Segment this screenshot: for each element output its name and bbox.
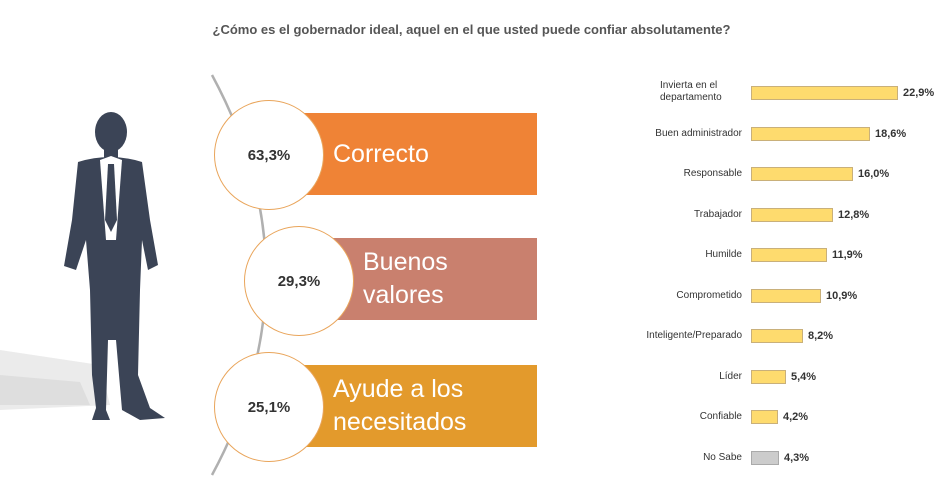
- bar-value-label: 12,8%: [838, 208, 870, 221]
- bar-category-label: Invierta en el departamento: [660, 80, 722, 103]
- bar-value-label: 22,9%: [903, 87, 935, 99]
- bar: [751, 329, 803, 343]
- highlight-label: Ayude a los necesitados: [333, 375, 467, 436]
- bar-value-label: 4,3%: [784, 451, 810, 464]
- highlight-value: 63,3%: [247, 146, 291, 164]
- bar: [751, 450, 779, 465]
- bar-value-label: 18,6%: [875, 127, 907, 140]
- bar-category-label: Comprometido: [676, 289, 742, 301]
- highlight-circle-correcto: 63,3%: [214, 100, 324, 210]
- bar-category-label: No Sabe: [703, 451, 742, 463]
- highlight-value: 29,3%: [277, 272, 321, 290]
- chart-title: ¿Cómo es el gobernador ideal, aquel en e…: [212, 22, 731, 37]
- bar: [751, 410, 778, 424]
- bar: [751, 369, 786, 384]
- tie: [105, 164, 117, 232]
- businessman-silhouette: [0, 112, 165, 420]
- bar-category-label: Trabajador: [694, 208, 742, 220]
- bar: [751, 288, 821, 303]
- bar-value-label: 8,2%: [808, 330, 834, 342]
- bar-category-label: Responsable: [683, 168, 742, 179]
- bar-value-label: 4,2%: [783, 411, 809, 423]
- highlight-label: Buenos valores: [363, 248, 448, 309]
- bar: [751, 126, 870, 141]
- figure-body: [64, 112, 165, 420]
- bar: [751, 207, 833, 222]
- highlight-circle-buenos-valores: 29,3%: [244, 226, 354, 336]
- bar-value-label: 10,9%: [826, 289, 858, 302]
- figure-shadow: [0, 350, 110, 410]
- highlight-panel-ayude: Ayude a los necesitados: [290, 365, 537, 447]
- highlight-label: Correcto: [333, 139, 429, 168]
- highlight-value: 25,1%: [247, 398, 291, 416]
- highlight-circle-ayude: 25,1%: [214, 352, 324, 462]
- bar: [751, 86, 898, 100]
- highlight-panel-buenos-valores: Buenos valores: [325, 238, 537, 320]
- bar-category-label: Inteligente/Preparado: [646, 330, 742, 341]
- bar: [751, 248, 827, 262]
- bar-value-label: 5,4%: [791, 370, 817, 383]
- bar-value-label: 16,0%: [858, 168, 890, 180]
- bar-category-label: Humilde: [705, 249, 742, 260]
- bar-category-label: Líder: [719, 370, 742, 382]
- highlight-panel-correcto: Correcto: [290, 113, 537, 195]
- bar: [751, 167, 853, 181]
- bar-category-label: Confiable: [699, 411, 742, 422]
- bar-category-label: Buen administrador: [655, 127, 742, 139]
- bar-value-label: 11,9%: [832, 249, 863, 261]
